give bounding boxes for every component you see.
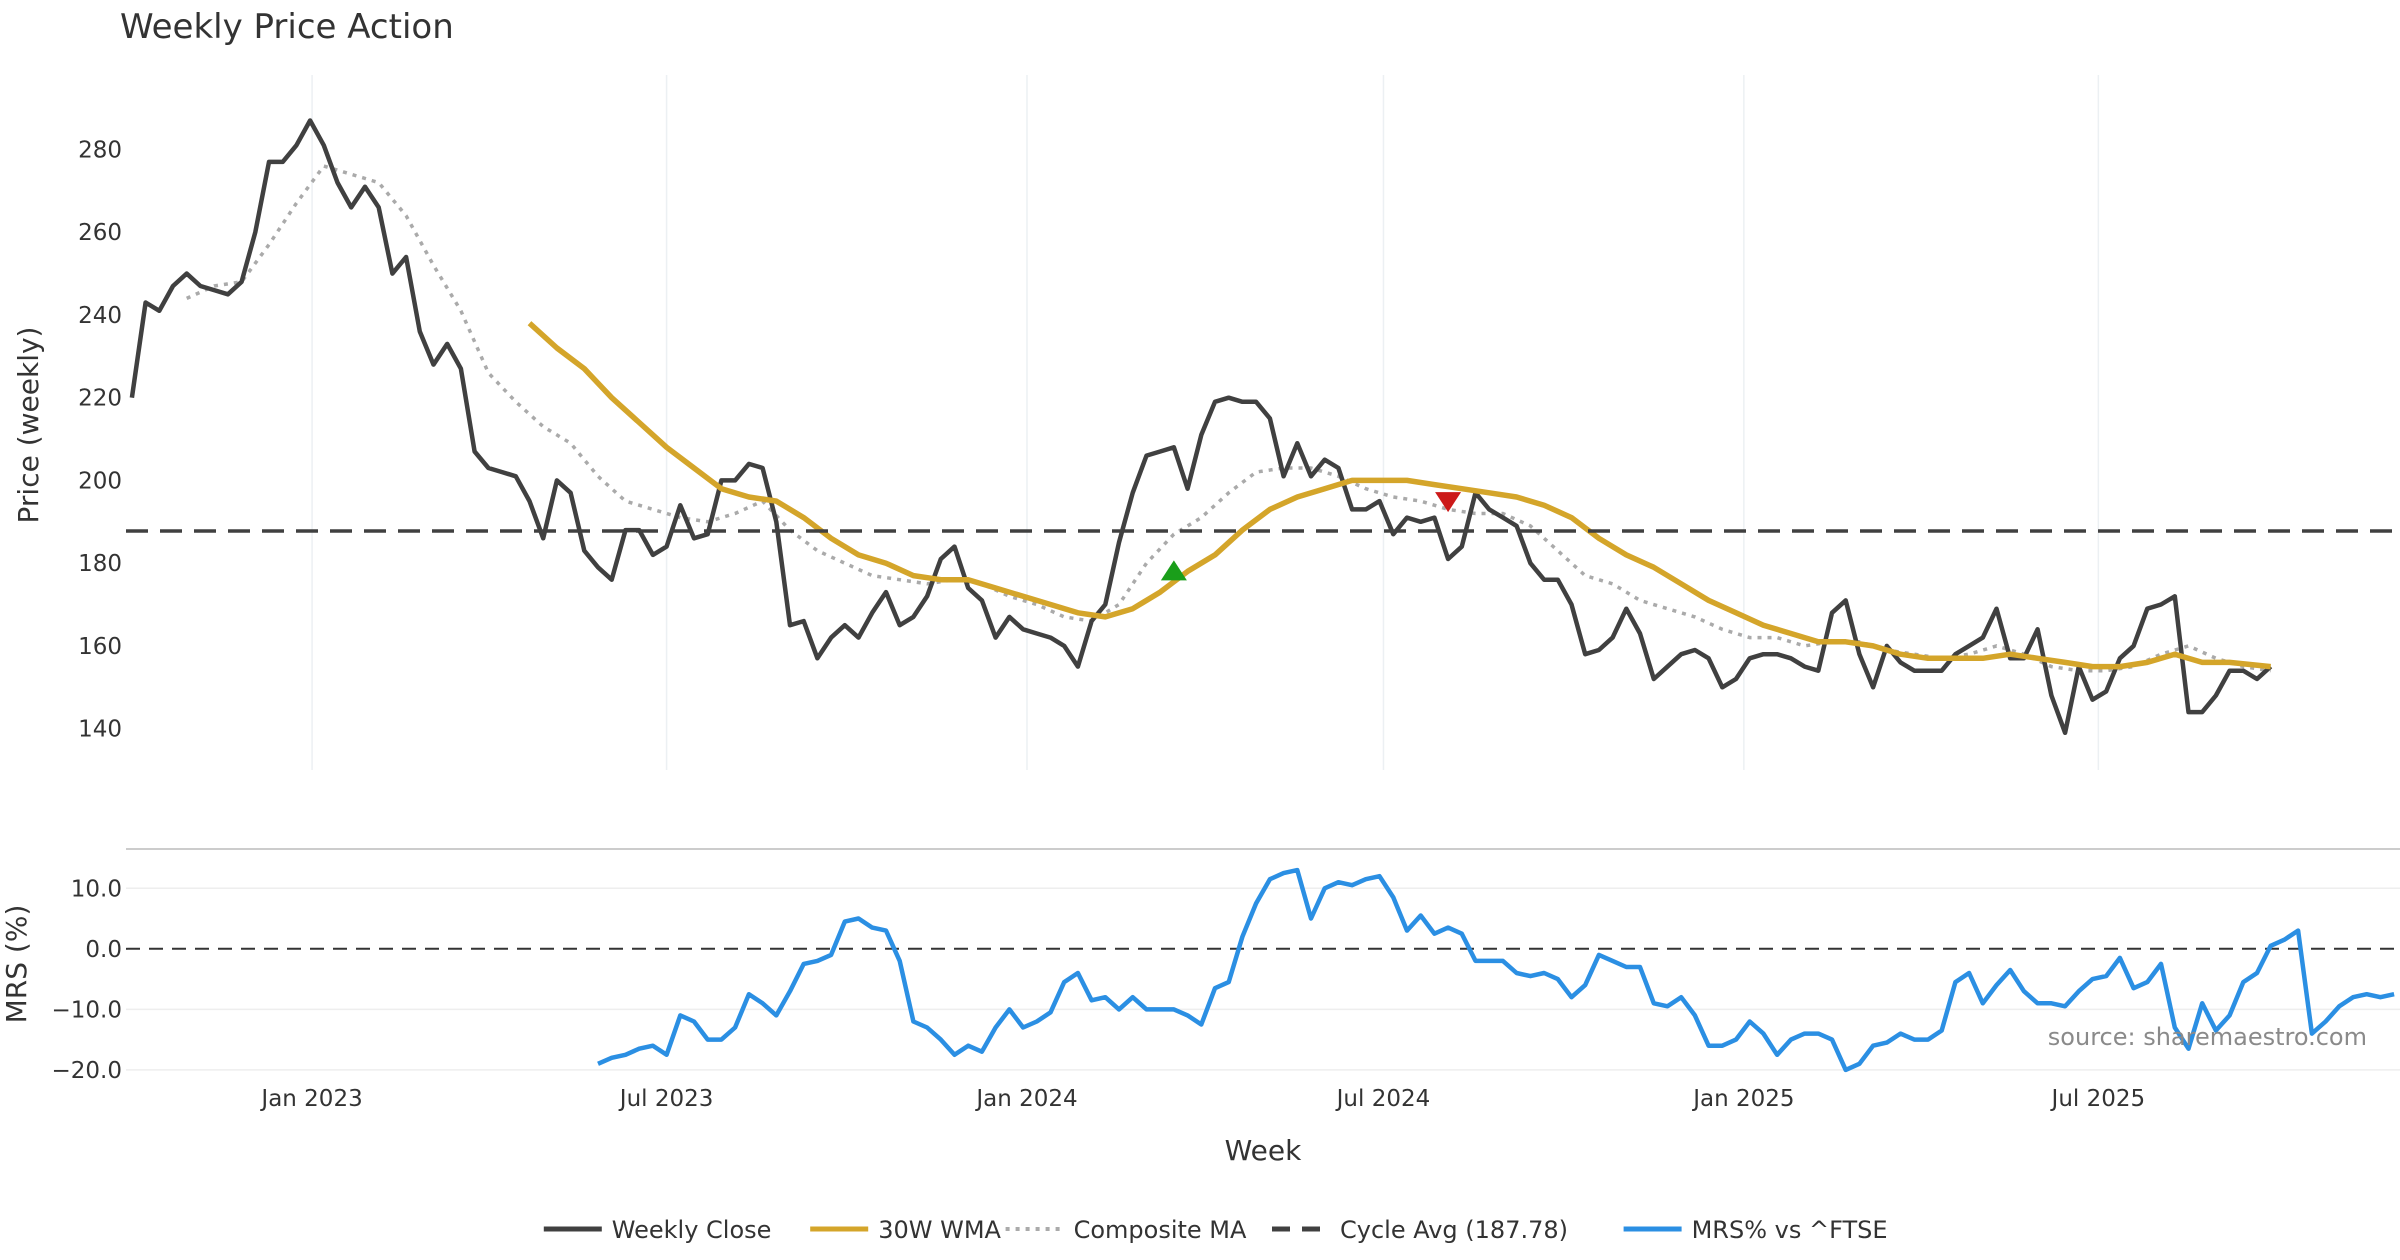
legend-label-cycle-avg-187-78: Cycle Avg (187.78) [1340,1216,1568,1244]
price-y-tick: 240 [78,303,122,329]
series-line-composite-ma [185,164,2271,673]
x-tick-label: Jul 2023 [618,1086,714,1112]
legend-label-weekly-close: Weekly Close [612,1216,772,1244]
legend: Weekly Close 30W WMA Composite MA Cycle Avg… [543,1216,1888,1244]
x-tick-label: Jul 2024 [1335,1086,1431,1112]
price-y-tick: 180 [78,551,122,577]
legend-label-composite-ma: Composite MA [1074,1216,1247,1244]
price-y-tick: 280 [78,137,122,163]
mrs-series-lines [597,867,2395,1073]
price-y-tick: 200 [78,468,122,494]
price-y-tick: 140 [78,717,122,743]
series-line-weekly-close [129,118,2273,736]
x-tick-label: Jul 2025 [2050,1086,2146,1112]
source-watermark: source: sharemaestro.com [2048,1023,2367,1051]
x-tick-label: Jan 2023 [259,1086,362,1112]
legend-label-mrs-vs-ftse: MRS% vs ^FTSE [1692,1216,1888,1244]
price-gridlines [311,75,2100,770]
price-y-tick: 220 [78,386,122,412]
x-tick-label: Jan 2024 [974,1086,1077,1112]
price-y-tick: 260 [78,220,122,246]
mrs-y-tick: 0.0 [85,937,122,963]
mrs-y-tick: 10.0 [71,876,122,902]
series-line-mrs-vs-ftse [597,867,2395,1073]
price-y-tick-labels: 140 160 180 200 220 240 260 280 [78,137,122,742]
x-tick-labels: Jan 2023 Jul 2023 Jan 2024 Jul 2024 Jan 2025… [259,1086,2145,1112]
chart-title: Weekly Price Action [120,7,454,47]
signal-markers [1160,492,1462,581]
mrs-y-tick: −10.0 [52,997,122,1023]
mrs-y-tick: −20.0 [52,1058,122,1084]
price-y-axis-label: Price (weekly) [12,327,45,524]
x-axis-label: Week [1225,1134,1302,1167]
mrs-y-tick-labels: 10.0 0.0 −10.0 −20.0 [52,876,122,1084]
buy-signal-marker [1160,560,1187,581]
series-line-30w-wma [527,321,2271,670]
x-tick-label: Jan 2025 [1691,1086,1794,1112]
legend-label-30w-wma: 30W WMA [878,1216,1001,1244]
mrs-y-axis-label: MRS (%) [0,905,33,1024]
price-y-tick: 160 [78,634,122,660]
price-series-lines [126,118,2400,736]
sell-signal-marker [1435,492,1462,513]
